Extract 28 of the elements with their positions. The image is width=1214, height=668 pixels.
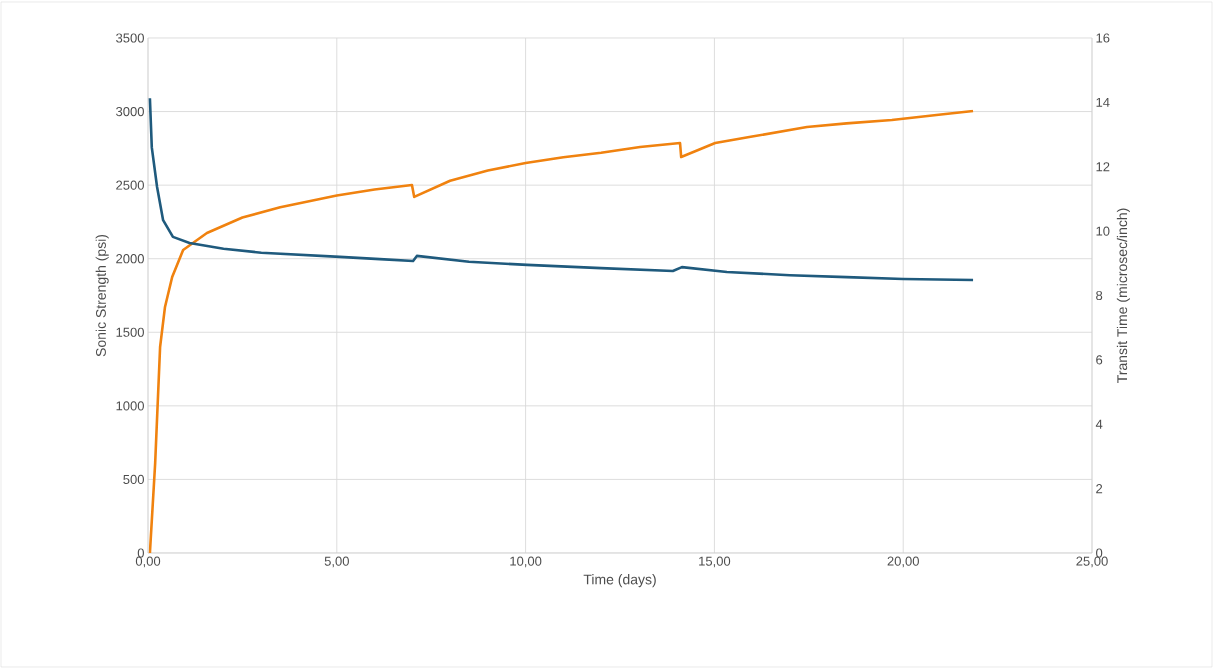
y-tick-label: 500 bbox=[123, 474, 144, 485]
y2-tick-label: 8 bbox=[1096, 290, 1103, 301]
x-tick-label: 5,00 bbox=[324, 556, 349, 568]
y2-tick-label: 4 bbox=[1095, 419, 1103, 429]
y2-tick-label: 12 bbox=[1096, 162, 1110, 172]
y-tick-label: 2000 bbox=[116, 254, 144, 264]
y2-axis-title: Transit Time (microsec/inch) bbox=[1116, 208, 1130, 383]
y-tick-label: 1500 bbox=[116, 327, 144, 337]
y2-tick-label: 2 bbox=[1096, 484, 1103, 494]
x-axis-title: Time (days) bbox=[583, 574, 656, 588]
x-tick-label: 20,00 bbox=[887, 556, 919, 568]
y-tick-label: 3500 bbox=[116, 33, 144, 43]
line-series bbox=[148, 109, 975, 553]
x-tick-label: 10,00 bbox=[510, 556, 542, 568]
y2-tick-label: 6 bbox=[1096, 355, 1103, 365]
y-axis-title: Sonic Strength (psi) bbox=[95, 234, 109, 357]
y-tick-label: 2500 bbox=[116, 180, 144, 190]
y2-tick-label: 0 bbox=[1096, 548, 1103, 558]
y-tick-label: 3000 bbox=[116, 106, 144, 117]
y2-tick-label: 14 bbox=[1096, 97, 1110, 107]
y-tick-label: 1000 bbox=[116, 401, 144, 411]
x-tick-label: 25,00 bbox=[1076, 556, 1108, 568]
line-series bbox=[148, 96, 975, 282]
y-tick-label: 0 bbox=[137, 548, 144, 558]
y2-tick-label: 16 bbox=[1096, 33, 1110, 43]
x-tick-label: 0,00 bbox=[135, 556, 161, 568]
y2-tick-label: 10 bbox=[1096, 226, 1110, 236]
x-tick-label: 15,00 bbox=[699, 556, 731, 568]
